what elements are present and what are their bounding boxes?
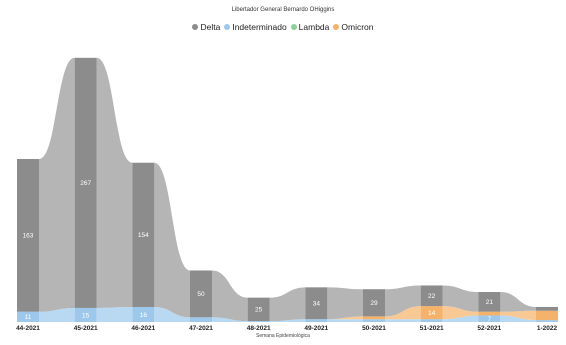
legend-item-delta[interactable]: Delta <box>192 22 220 32</box>
bar-indeterminado[interactable] <box>363 319 385 322</box>
bar-indeterminado[interactable] <box>190 317 212 322</box>
ribbon-delta <box>96 57 133 308</box>
bar-indeterminado[interactable] <box>420 319 443 322</box>
ribbon-omicron <box>500 310 536 321</box>
ribbon-delta <box>500 292 536 312</box>
legend-label: Indeterminado <box>232 22 287 32</box>
ribbon-indeterminado <box>385 319 421 322</box>
data-label: 11 <box>25 314 32 321</box>
bar-delta[interactable] <box>363 289 385 317</box>
data-label: 29 <box>370 300 378 307</box>
chart-title: Libertador General Bernardo OHiggins <box>231 7 335 13</box>
legend-item-omicron[interactable]: Omicron <box>333 22 374 32</box>
ribbon-omicron <box>442 306 479 320</box>
data-label: 14 <box>428 310 436 317</box>
bar-delta[interactable] <box>305 287 328 320</box>
bar-indeterminado[interactable] <box>132 307 155 322</box>
ribbon-indeterminado <box>327 319 363 322</box>
legend-marker <box>333 24 340 30</box>
x-tick-label: 1-2022 <box>537 325 558 332</box>
ribbon-delta <box>269 287 306 322</box>
data-label: 15 <box>82 312 90 319</box>
ribbon-indeterminado <box>39 307 75 322</box>
bar-omicron[interactable] <box>536 310 558 321</box>
bar-omicron[interactable] <box>420 306 443 320</box>
bar-delta[interactable] <box>420 285 443 307</box>
x-tick-label: 52-2021 <box>477 325 501 332</box>
bar-omicron[interactable] <box>363 316 385 320</box>
x-tick-label: 48-2021 <box>247 325 271 332</box>
legend-marker <box>224 24 231 30</box>
ribbon-delta <box>39 57 75 312</box>
data-label: 22 <box>428 293 436 300</box>
data-label: 267 <box>80 180 91 187</box>
bar-indeterminado[interactable] <box>305 319 328 322</box>
bar-delta[interactable] <box>536 307 558 311</box>
ribbon-delta <box>327 287 363 320</box>
bar-omicron[interactable] <box>478 311 501 316</box>
ribbon-delta <box>154 162 190 318</box>
bar-delta[interactable] <box>17 158 39 312</box>
bar-indeterminado[interactable] <box>478 315 501 322</box>
legend-label: Delta <box>200 22 221 32</box>
legend-label: Lambda <box>298 22 330 32</box>
bar-delta[interactable] <box>132 162 155 308</box>
legend: Delta Indeterminado Lambda Omicron <box>0 22 566 32</box>
ribbon-indeterminado <box>442 315 479 322</box>
ribbon-omicron <box>385 306 421 320</box>
x-tick-label: 45-2021 <box>74 325 98 332</box>
x-axis-title: Semana Epidemiológica <box>256 333 310 339</box>
x-tick-label: 47-2021 <box>189 325 213 332</box>
data-label: 21 <box>486 299 494 306</box>
ribbon-indeterminado <box>154 307 190 322</box>
ribbon-delta <box>442 285 479 312</box>
legend-marker <box>192 24 199 30</box>
bar-delta[interactable] <box>247 297 270 322</box>
legend-label: Omicron <box>341 22 374 32</box>
bar-delta[interactable] <box>478 292 501 312</box>
data-label: 163 <box>23 233 34 240</box>
x-tick-label: 46-2021 <box>131 325 155 332</box>
x-tick-label: 50-2021 <box>362 325 386 332</box>
legend-item-indeterminado[interactable]: Indeterminado <box>224 22 287 32</box>
bar-indeterminado[interactable] <box>17 311 39 322</box>
ribbon-indeterminado <box>269 319 306 322</box>
ribbon-indeterminado <box>96 307 133 322</box>
x-tick-label: 51-2021 <box>420 325 444 332</box>
data-label: 25 <box>255 307 263 314</box>
ribbon-delta <box>212 270 248 322</box>
x-tick-label: 44-2021 <box>16 325 40 332</box>
x-tick-label: 49-2021 <box>304 325 328 332</box>
data-label: 34 <box>313 301 321 308</box>
ribbon-indeterminado <box>212 317 248 322</box>
data-label: 154 <box>138 232 149 239</box>
bar-indeterminado[interactable] <box>247 321 270 322</box>
data-label: 7 <box>488 316 492 323</box>
bar-indeterminado[interactable] <box>536 320 558 322</box>
bar-delta[interactable] <box>74 57 97 308</box>
data-label: 50 <box>197 291 205 298</box>
bar-indeterminado[interactable] <box>74 307 97 322</box>
ribbon-delta <box>385 285 421 317</box>
legend-marker <box>290 24 297 30</box>
data-label: 16 <box>140 312 148 319</box>
bar-delta[interactable] <box>190 270 212 318</box>
ribbon-indeterminado <box>500 315 536 322</box>
legend-item-lambda[interactable]: Lambda <box>290 22 330 32</box>
